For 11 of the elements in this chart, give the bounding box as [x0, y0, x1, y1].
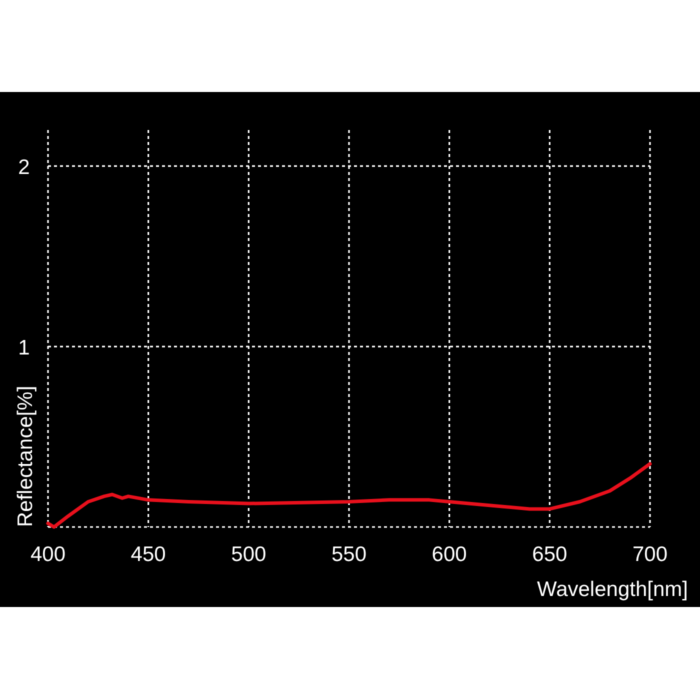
x-tick-label: 450 — [130, 543, 166, 566]
x-tick-label: 650 — [532, 543, 568, 566]
x-tick-label: 500 — [231, 543, 266, 566]
x-tick-label: 700 — [632, 543, 668, 566]
x-tick-label: 400 — [30, 543, 66, 566]
x-tick-label: 600 — [432, 543, 467, 566]
y-tick-label: 2 — [18, 156, 30, 180]
x-tick-label: 550 — [331, 543, 367, 566]
y-tick-label: 1 — [18, 336, 30, 360]
x-axis-title: Wavelength[nm] — [537, 578, 688, 601]
y-axis-title: Reflectance[%] — [14, 386, 37, 527]
